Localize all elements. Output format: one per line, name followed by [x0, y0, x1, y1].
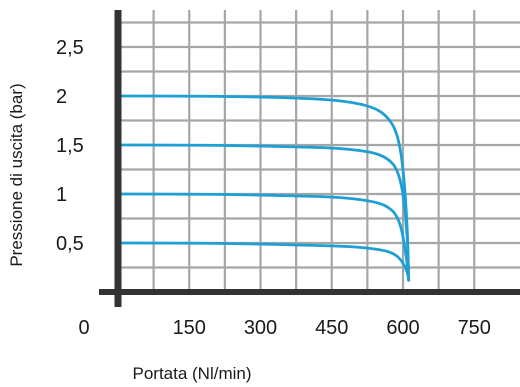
y-tick-label-2: 1,5: [56, 135, 84, 157]
tick-labels: 0 150 300 450 600 750 0,5 1 1,5 2 2,5: [56, 37, 491, 339]
y-axis-title: Pressione di uscita (bar): [7, 83, 26, 266]
series-line-0: [116, 241, 411, 282]
y-tick-label-4: 2,5: [56, 37, 84, 59]
y-tick-label-0: 0,5: [56, 233, 84, 255]
x-tick-label-4: 600: [386, 317, 419, 339]
x-axis-title: Portata (Nl/min): [132, 364, 251, 383]
grid: [118, 10, 520, 292]
x-tick-label-0: 0: [78, 317, 89, 339]
series-line-3: [116, 94, 411, 282]
y-tick-label-3: 2: [56, 86, 67, 108]
axes: [99, 10, 520, 307]
x-tick-label-2: 300: [244, 317, 277, 339]
series-line-2: [116, 143, 411, 282]
series-line-1: [116, 192, 411, 282]
x-tick-label-5: 750: [458, 317, 491, 339]
series-group: [116, 94, 411, 282]
y-tick-label-1: 1: [56, 184, 67, 206]
x-tick-label-1: 150: [173, 317, 206, 339]
x-tick-label-3: 450: [315, 317, 348, 339]
